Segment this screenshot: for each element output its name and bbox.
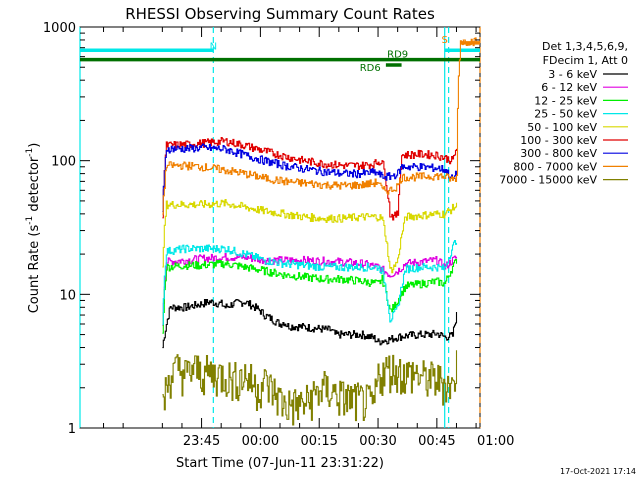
x-tick-label: 00:00 xyxy=(242,434,279,449)
legend-entry-label: 6 - 12 keV xyxy=(541,81,597,94)
footer-timestamp: 17-Oct-2021 17:14 xyxy=(560,467,636,476)
y-tick-label: 10 xyxy=(59,288,76,303)
y-axis: 1 10 100 1000 xyxy=(43,21,480,437)
series-6-12kev xyxy=(162,253,458,326)
x-tick-label: 01:00 xyxy=(477,434,514,449)
legend-entry-label: 300 - 800 keV xyxy=(520,147,597,160)
annotation-rd6: RD6 xyxy=(360,63,381,74)
legend-entry-label: 12 - 25 keV xyxy=(534,94,597,107)
y-axis-label: Count Rate (s-1 detector-1) xyxy=(25,143,42,314)
legend-entry-label: 7000 - 15000 keV xyxy=(499,174,597,187)
legend-entry-label: 3 - 6 keV xyxy=(548,68,597,81)
legend-entry-label: 25 - 50 keV xyxy=(534,108,597,121)
annotation-s: S xyxy=(442,35,448,46)
annotation-n: N xyxy=(210,41,217,52)
series-3-6kev xyxy=(162,298,458,349)
x-axis-label: Start Time (07-Jun-11 23:31:22) xyxy=(176,456,384,471)
series-50-100kev xyxy=(162,198,458,274)
x-tick-label: 23:45 xyxy=(183,434,220,449)
annotation-rd9: RD9 xyxy=(387,50,408,61)
y-tick-label: 1 xyxy=(68,422,76,437)
plot-frame xyxy=(79,26,481,429)
y-tick-label: 100 xyxy=(51,155,76,170)
series-800-7000kev xyxy=(162,37,477,215)
series-7000-15000kev xyxy=(162,350,458,426)
y-tick-label: 1000 xyxy=(43,21,76,36)
legend-header-attenuator: FDecim 1, Att 0 xyxy=(543,54,628,67)
x-tick-label: 00:45 xyxy=(418,434,455,449)
series-25-50kev xyxy=(162,239,458,325)
series-100-300kev xyxy=(162,137,458,221)
series-300-800kev xyxy=(162,143,458,213)
legend-entry-label: 800 - 7000 keV xyxy=(513,160,597,173)
series-group xyxy=(162,37,477,426)
x-axis: 23:45 00:00 00:15 00:30 00:45 01:00 xyxy=(103,27,514,449)
x-tick-label: 00:15 xyxy=(300,434,337,449)
legend-entry-label: 100 - 300 keV xyxy=(520,134,597,147)
legend-header-detectors: Det 1,3,4,5,6,9, xyxy=(542,40,628,53)
plot-area: N S RD9 RD6 xyxy=(79,26,481,429)
chart-title: RHESSI Observing Summary Count Rates xyxy=(125,5,435,23)
legend: Det 1,3,4,5,6,9, FDecim 1, Att 0 3 - 6 k… xyxy=(499,40,628,187)
series-12-25kev xyxy=(162,258,458,334)
legend-entry-label: 50 - 100 keV xyxy=(527,121,597,134)
x-tick-label: 00:30 xyxy=(359,434,396,449)
